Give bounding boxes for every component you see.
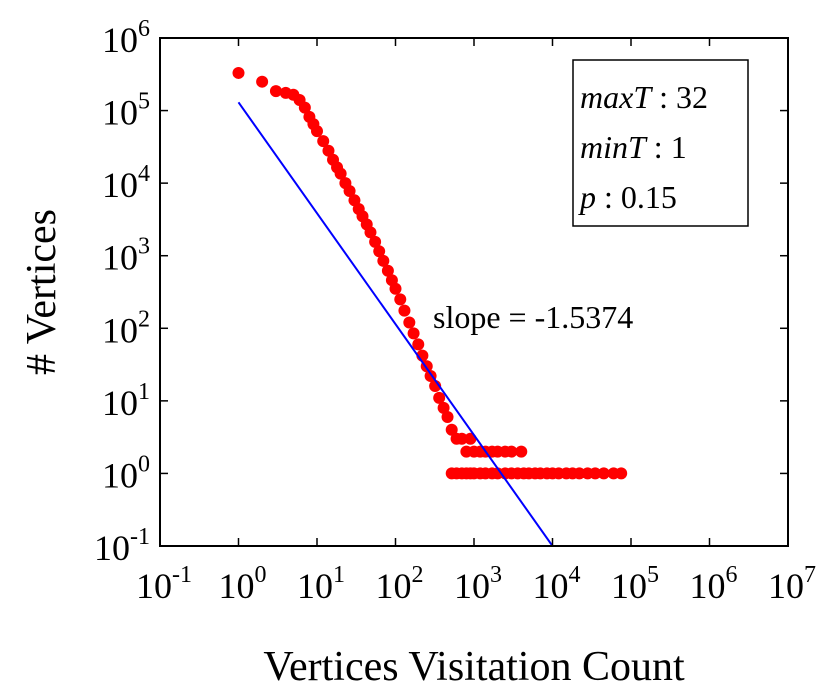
data-point xyxy=(322,144,335,157)
y-axis-ticks: 10-1 100 101 102 103 104 105 106 xyxy=(94,16,788,568)
data-point xyxy=(256,75,269,88)
data-point xyxy=(373,245,386,258)
x-tick-label: 107 xyxy=(768,562,816,606)
x-tick-label: 100 xyxy=(219,562,267,606)
parameter-legend: maxT : 32 minT : 1 p : 0.15 xyxy=(572,59,749,227)
data-point xyxy=(455,432,468,445)
y-tick-label: 100 xyxy=(102,451,150,495)
data-point xyxy=(334,167,347,180)
x-tick-label: 10-1 xyxy=(136,562,192,606)
x-tick-label: 104 xyxy=(533,562,581,606)
data-point xyxy=(589,467,602,480)
x-tick-label: 103 xyxy=(454,562,502,606)
y-axis-title: # Vertices xyxy=(19,209,65,375)
y-tick-label: 104 xyxy=(102,161,150,205)
data-point xyxy=(505,445,518,458)
data-point xyxy=(445,423,458,436)
data-point xyxy=(377,254,390,267)
data-point xyxy=(343,184,356,197)
fit-line xyxy=(237,101,554,546)
data-point xyxy=(515,445,528,458)
data-point xyxy=(615,467,628,480)
data-point xyxy=(298,101,311,114)
legend-box xyxy=(572,59,749,227)
plot-marks xyxy=(232,66,628,546)
y-tick-label: 10-1 xyxy=(94,524,150,568)
legend-line-p: p : 0.15 xyxy=(578,179,677,215)
data-point xyxy=(412,338,425,351)
data-point xyxy=(573,467,586,480)
y-tick-label: 102 xyxy=(102,306,150,350)
legend-line-minT: minT : 1 xyxy=(580,129,687,165)
y-tick-label: 106 xyxy=(102,16,150,60)
x-tick-label: 105 xyxy=(611,562,659,606)
data-point xyxy=(232,66,245,79)
data-point xyxy=(433,391,446,404)
data-point xyxy=(269,85,282,98)
x-axis-ticks: 10-1 100 101 102 103 104 105 106 107 xyxy=(136,38,816,606)
data-point xyxy=(389,282,402,295)
data-point xyxy=(597,467,610,480)
data-point xyxy=(381,264,394,277)
y-tick-label: 101 xyxy=(102,379,150,423)
y-tick-label: 103 xyxy=(102,234,150,278)
data-point xyxy=(441,410,454,423)
data-point xyxy=(311,125,323,138)
data-point xyxy=(364,226,377,239)
y-tick-label: 105 xyxy=(102,89,150,133)
x-tick-label: 101 xyxy=(297,562,345,606)
data-point xyxy=(407,327,420,340)
data-point xyxy=(398,304,411,317)
x-tick-label: 106 xyxy=(690,562,738,606)
slope-annotation: slope = -1.5374 xyxy=(433,299,633,335)
legend-line-maxT: maxT : 32 xyxy=(580,79,708,115)
data-point xyxy=(317,135,330,148)
x-axis-title: Vertices Visitation Count xyxy=(263,644,685,690)
data-point xyxy=(437,401,450,414)
data-point xyxy=(403,316,416,329)
data-point xyxy=(369,235,382,248)
data-point xyxy=(394,293,407,306)
x-tick-label: 102 xyxy=(376,562,424,606)
